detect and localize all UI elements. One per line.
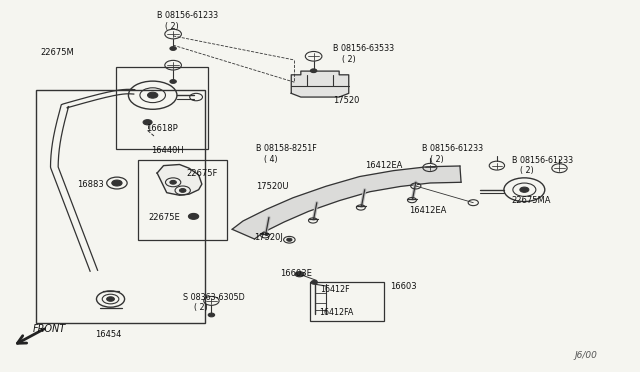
Text: S 08363-6305D: S 08363-6305D (182, 293, 244, 302)
Polygon shape (232, 166, 461, 239)
Text: ( 2): ( 2) (193, 303, 207, 312)
Circle shape (295, 272, 304, 277)
Text: J6/00: J6/00 (575, 351, 598, 360)
Circle shape (179, 189, 186, 192)
Circle shape (112, 180, 122, 186)
Circle shape (310, 69, 317, 73)
Circle shape (107, 297, 115, 301)
Text: B 08156-61233: B 08156-61233 (422, 144, 483, 153)
Text: 17520: 17520 (333, 96, 359, 105)
Text: B 08156-61233: B 08156-61233 (157, 11, 218, 20)
Circle shape (311, 280, 317, 284)
Circle shape (143, 120, 152, 125)
Text: B 08156-61233: B 08156-61233 (511, 155, 573, 164)
Text: 22675E: 22675E (149, 213, 180, 222)
Circle shape (188, 214, 198, 219)
Text: 16412F: 16412F (320, 285, 349, 294)
Text: 22675M: 22675M (40, 48, 74, 57)
Text: FRONT: FRONT (33, 324, 66, 334)
Text: 16412EA: 16412EA (410, 206, 447, 215)
Text: ( 2): ( 2) (166, 22, 179, 31)
Polygon shape (157, 164, 202, 195)
Text: B 08156-63533: B 08156-63533 (333, 44, 394, 53)
Circle shape (287, 238, 292, 241)
Bar (310, 282, 384, 321)
Circle shape (170, 46, 176, 50)
Text: B 08158-8251F: B 08158-8251F (256, 144, 317, 153)
Text: 17520U: 17520U (256, 182, 289, 190)
Text: 17520J: 17520J (254, 233, 283, 243)
Text: ( 2): ( 2) (520, 166, 534, 175)
Text: 16440H: 16440H (151, 146, 184, 155)
Text: 16603E: 16603E (280, 269, 312, 278)
Bar (116, 67, 208, 149)
Text: ( 4): ( 4) (264, 155, 277, 164)
Text: 16603: 16603 (390, 282, 417, 291)
Bar (36, 90, 205, 323)
Text: 16412FA: 16412FA (319, 308, 353, 317)
Text: 16412EA: 16412EA (365, 161, 402, 170)
Circle shape (148, 92, 158, 98)
Text: 16454: 16454 (95, 330, 122, 339)
Circle shape (520, 187, 529, 192)
Text: ( 2): ( 2) (342, 55, 356, 64)
Text: 16883: 16883 (77, 180, 104, 189)
Text: ( 2): ( 2) (431, 155, 444, 164)
Circle shape (170, 180, 176, 184)
Bar (138, 160, 227, 240)
Polygon shape (291, 71, 349, 97)
Text: 22675F: 22675F (186, 169, 217, 177)
Circle shape (208, 313, 214, 317)
Text: 16618P: 16618P (147, 124, 178, 133)
Text: 22675MA: 22675MA (511, 196, 551, 205)
Circle shape (170, 80, 176, 83)
